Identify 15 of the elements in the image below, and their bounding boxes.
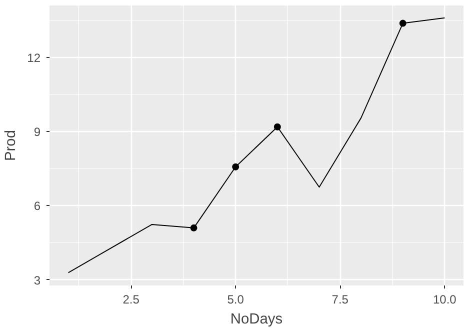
- x-tick-label: 10.0: [433, 292, 457, 306]
- y-axis-title: Prod: [3, 130, 20, 161]
- y-tick-label: 3: [34, 273, 41, 288]
- point: [232, 163, 240, 170]
- line-series: [68, 17, 446, 274]
- point: [399, 20, 406, 27]
- x-tick-label: 2.5: [122, 292, 140, 306]
- x-axis-title: NoDays: [230, 312, 283, 328]
- x-tick-label: 5.0: [227, 292, 244, 306]
- point: [190, 224, 198, 232]
- y-tick-label: 12: [27, 50, 41, 65]
- x-tick-label: 7.5: [332, 292, 349, 306]
- y-tick-label: 6: [34, 199, 41, 214]
- point: [274, 123, 281, 130]
- y-tick-label: 9: [34, 125, 41, 140]
